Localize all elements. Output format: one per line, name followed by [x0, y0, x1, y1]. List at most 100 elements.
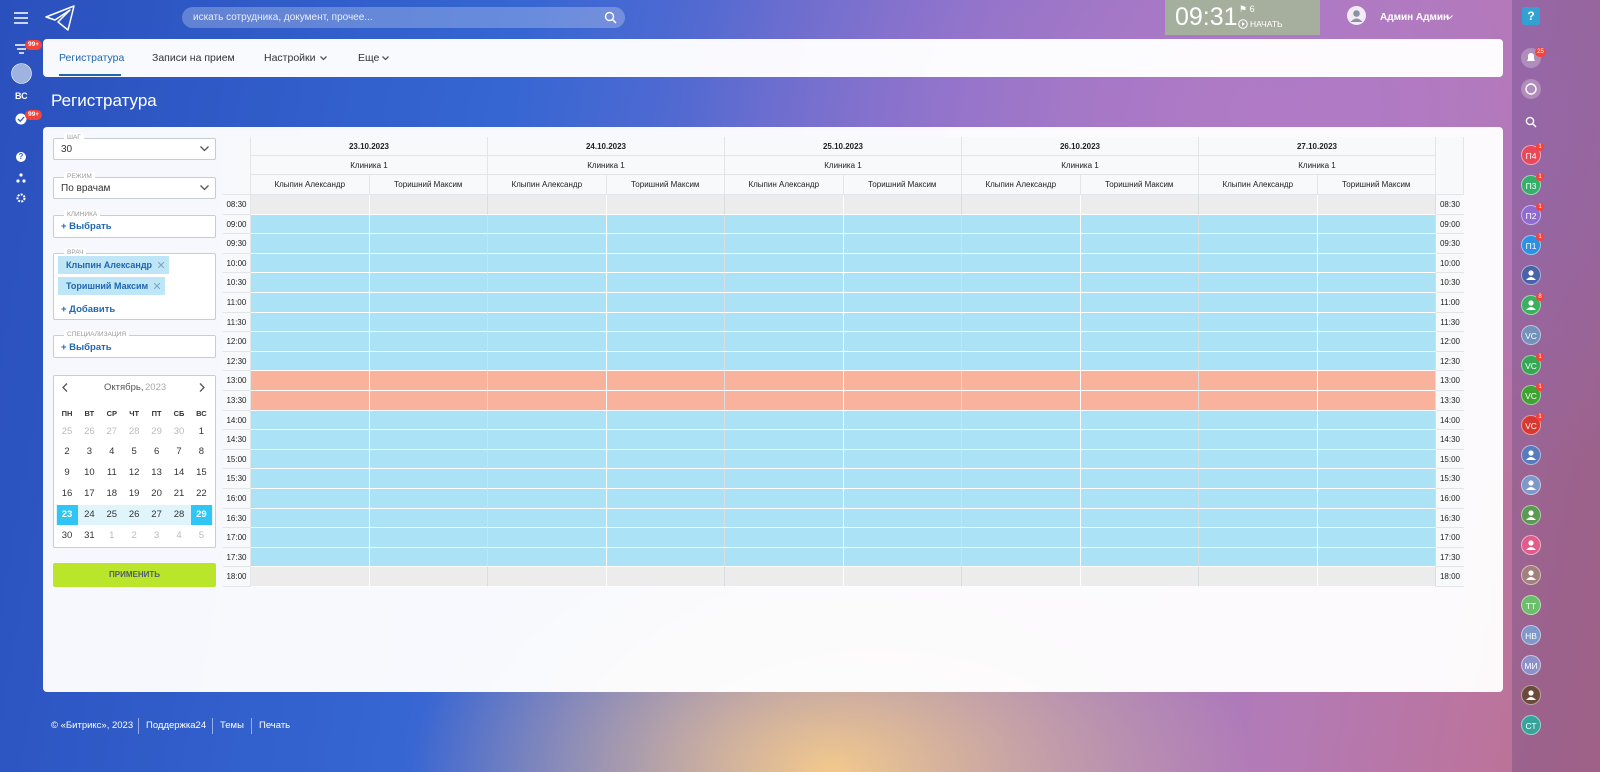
- slot[interactable]: [488, 253, 607, 274]
- slot[interactable]: [725, 253, 844, 274]
- slot[interactable]: [251, 253, 370, 274]
- slot[interactable]: [962, 293, 1081, 313]
- calendar-day[interactable]: 30: [173, 425, 185, 437]
- slot[interactable]: [843, 214, 962, 235]
- slot[interactable]: [725, 449, 844, 470]
- slot[interactable]: [962, 312, 1081, 333]
- slot[interactable]: [251, 293, 370, 313]
- calendar-day[interactable]: 3: [153, 530, 160, 541]
- doctor-chip[interactable]: Торишний Максим: [58, 277, 166, 295]
- slot[interactable]: [1317, 312, 1436, 333]
- slot[interactable]: [251, 391, 370, 411]
- slot[interactable]: [1080, 391, 1199, 411]
- calendar-day[interactable]: 19: [128, 488, 140, 500]
- calendar-day[interactable]: 26: [128, 509, 140, 521]
- footer-link[interactable]: Печать: [259, 720, 291, 731]
- calendar-day[interactable]: 24: [84, 509, 95, 521]
- slot[interactable]: [843, 351, 962, 372]
- slot[interactable]: [606, 371, 725, 391]
- calendar-day[interactable]: 9: [64, 467, 70, 479]
- slot[interactable]: [1317, 273, 1436, 293]
- chat-avatar[interactable]: VC: [1521, 355, 1541, 375]
- calendar-day[interactable]: 16: [61, 488, 73, 500]
- slot[interactable]: [1199, 312, 1318, 333]
- slot[interactable]: [843, 449, 962, 470]
- slot[interactable]: [962, 391, 1081, 411]
- slot[interactable]: [369, 489, 488, 509]
- slot[interactable]: [251, 332, 370, 352]
- slot[interactable]: [1317, 469, 1436, 489]
- slot[interactable]: [488, 332, 607, 352]
- slot[interactable]: [488, 508, 607, 529]
- slot[interactable]: [606, 469, 725, 489]
- slot[interactable]: [606, 508, 725, 529]
- calendar-day[interactable]: 28: [128, 425, 140, 437]
- slot[interactable]: [369, 371, 488, 391]
- structure-icon[interactable]: [16, 173, 26, 183]
- slot[interactable]: [962, 489, 1081, 509]
- slot[interactable]: [962, 430, 1081, 450]
- calendar-day[interactable]: 11: [106, 467, 117, 479]
- slot[interactable]: [1199, 195, 1318, 215]
- slot[interactable]: [606, 528, 725, 548]
- add-link[interactable]: + Выбрать: [61, 221, 112, 232]
- calendar-day[interactable]: 7: [176, 446, 182, 458]
- slot[interactable]: [843, 528, 962, 548]
- calendar-day[interactable]: 28: [173, 509, 185, 521]
- slot[interactable]: [606, 547, 725, 568]
- slot[interactable]: [843, 195, 962, 215]
- slot[interactable]: [1199, 234, 1318, 254]
- slot[interactable]: [843, 273, 962, 293]
- slot[interactable]: [962, 410, 1081, 431]
- slot[interactable]: [1199, 371, 1318, 391]
- slot[interactable]: [725, 567, 844, 587]
- slot[interactable]: [251, 547, 370, 568]
- slot[interactable]: [1199, 214, 1318, 235]
- slot[interactable]: [1317, 547, 1436, 568]
- slot[interactable]: [606, 332, 725, 352]
- slot[interactable]: [251, 528, 370, 548]
- slot[interactable]: [1317, 410, 1436, 431]
- slot[interactable]: [725, 214, 844, 235]
- slot[interactable]: [725, 293, 844, 313]
- calendar-day[interactable]: 21: [173, 488, 185, 500]
- slot[interactable]: [369, 469, 488, 489]
- check-icon[interactable]: [15, 113, 27, 125]
- slot[interactable]: [1199, 508, 1318, 529]
- search-box[interactable]: [182, 7, 625, 28]
- slot[interactable]: [1080, 528, 1199, 548]
- slot[interactable]: [843, 312, 962, 333]
- slot[interactable]: [369, 312, 488, 333]
- slot[interactable]: [251, 489, 370, 509]
- slot[interactable]: [1080, 351, 1199, 372]
- calendar-day[interactable]: 1: [109, 530, 115, 541]
- calendar-day[interactable]: 2: [131, 530, 137, 541]
- start-button[interactable]: НАЧАТЬ: [1250, 19, 1283, 29]
- calendar-day[interactable]: 20: [151, 488, 162, 500]
- logo[interactable]: [44, 4, 76, 32]
- slot[interactable]: [1080, 234, 1199, 254]
- field-box[interactable]: [53, 335, 216, 358]
- slot[interactable]: [725, 234, 844, 254]
- slot[interactable]: [843, 567, 962, 587]
- slot[interactable]: [1080, 293, 1199, 313]
- slot[interactable]: [725, 351, 844, 372]
- slot[interactable]: [488, 430, 607, 450]
- slot[interactable]: [843, 391, 962, 411]
- slot[interactable]: [1317, 253, 1436, 274]
- slot[interactable]: [606, 567, 725, 587]
- chat-avatar[interactable]: VC: [1521, 385, 1541, 405]
- calendar-day[interactable]: 22: [196, 488, 207, 500]
- slot[interactable]: [251, 449, 370, 470]
- slot[interactable]: [962, 332, 1081, 352]
- avatar[interactable]: [11, 63, 32, 84]
- slot[interactable]: [251, 430, 370, 450]
- slot[interactable]: [1080, 430, 1199, 450]
- slot[interactable]: [488, 312, 607, 333]
- slot[interactable]: [843, 469, 962, 489]
- slot[interactable]: [488, 567, 607, 587]
- calendar-day[interactable]: 29: [190, 505, 212, 526]
- slot[interactable]: [488, 273, 607, 293]
- slot[interactable]: [725, 273, 844, 293]
- calendar-day[interactable]: 25: [61, 425, 73, 437]
